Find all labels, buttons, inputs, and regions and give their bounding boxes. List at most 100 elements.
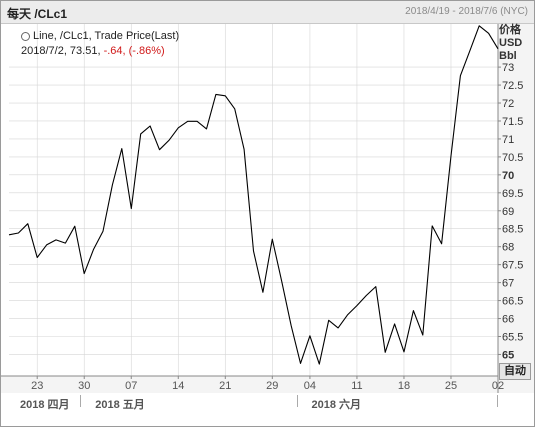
auto-scale-button[interactable]: 自动 [499, 363, 531, 380]
x-tick-label: 18 [398, 380, 410, 392]
price-point [375, 285, 377, 287]
y-tick-label: 71 [502, 134, 514, 146]
price-point [64, 242, 66, 244]
y-tick-label: 69.5 [502, 188, 523, 200]
date-range: 2018/4/19 - 2018/7/6 (NYC) [405, 6, 528, 17]
month-separator [497, 395, 498, 407]
x-tick-label: 21 [219, 380, 231, 392]
price-point [111, 184, 113, 186]
legend-change: -.64, (-.86%) [103, 45, 165, 57]
price-point [196, 120, 198, 122]
unit-label-price: 价格 [499, 24, 521, 36]
month-separator [80, 395, 82, 407]
price-point [168, 139, 170, 141]
y-tick-label: 66 [502, 314, 514, 326]
y-tick-label: 68 [502, 242, 514, 254]
x-tick-label: 25 [445, 380, 457, 392]
price-point [158, 149, 160, 151]
price-point [309, 335, 311, 337]
price-point [45, 244, 47, 246]
month-label: 2018 六月 [311, 399, 362, 411]
price-point [271, 238, 273, 240]
month-label: 2018 五月 [95, 399, 145, 411]
price-point [290, 324, 292, 326]
price-point [252, 250, 254, 252]
price-point [17, 232, 19, 234]
y-tick-label: 72 [502, 98, 514, 110]
price-point [393, 323, 395, 325]
price-point [422, 334, 424, 336]
unit-label-currency: USD [499, 37, 523, 49]
x-tick-label: 11 [351, 380, 362, 392]
price-point [233, 108, 235, 110]
price-point [215, 93, 217, 95]
price-point [186, 120, 188, 122]
price-chart[interactable]: 73 72.5 72 71.5 71 70.5 70 69.5 69 68.5 68 67.5 67 66… [1, 24, 534, 393]
price-point [262, 291, 264, 293]
legend-last-value: 2018/7/2, 73.51, [21, 45, 104, 57]
y-tick-label: 66.5 [502, 296, 523, 308]
y-tick-label: 65.5 [502, 331, 523, 343]
x-tick-label: 30 [78, 380, 90, 392]
price-point [337, 327, 339, 329]
y-tick-label: 67.5 [502, 260, 523, 272]
title-bar: 每天 /CLc1 2018/4/19 - 2018/7/6 (NYC) [1, 1, 534, 24]
x-axis-panel [1, 376, 498, 393]
price-point [299, 362, 301, 364]
price-point [346, 314, 348, 316]
price-series-line [8, 25, 499, 365]
price-point [139, 133, 141, 135]
price-point [365, 294, 367, 296]
y-tick-label: 71.5 [502, 116, 523, 128]
y-tick-label: 73 [502, 62, 514, 74]
legend-settings-icon[interactable] [21, 32, 30, 41]
price-point [459, 75, 461, 77]
x-tick-label: 04 [304, 380, 316, 392]
y-tick-label: 69 [502, 206, 514, 218]
chart-title: 每天 /CLc1 [7, 7, 68, 21]
y-tick-label: 70.5 [502, 152, 523, 164]
price-point [102, 230, 104, 232]
price-point [356, 304, 358, 306]
price-point [450, 155, 452, 157]
price-point [130, 207, 132, 209]
price-point [440, 243, 442, 245]
price-point [243, 148, 245, 150]
y-tick-label: 67 [502, 278, 514, 290]
price-point [205, 128, 207, 130]
x-tick-label: 07 [125, 380, 137, 392]
price-point [36, 256, 38, 258]
price-point [8, 234, 10, 236]
price-point [177, 127, 179, 129]
price-point [328, 319, 330, 321]
price-point [412, 309, 414, 311]
x-tick-label: 14 [172, 380, 184, 392]
price-point [121, 147, 123, 149]
price-point [74, 225, 76, 227]
price-point [478, 25, 480, 27]
x-tick-label: 29 [266, 380, 278, 392]
legend: Line, /CLc1, Trade Price(Last) 2018/7/2,… [21, 29, 179, 59]
month-label: 2018 四月 [20, 399, 70, 411]
price-point [224, 95, 226, 97]
legend-series-label: Line, /CLc1, Trade Price(Last) [33, 30, 180, 42]
price-point [487, 32, 489, 34]
price-point [92, 248, 94, 250]
y-tick-label: 72.5 [502, 80, 523, 92]
price-point [403, 351, 405, 353]
price-point [83, 272, 85, 274]
unit-label-barrel: Bbl [499, 50, 517, 62]
price-point [318, 363, 320, 365]
price-point [149, 125, 151, 127]
price-point [384, 351, 386, 353]
month-axis: 2018 四月 2018 五月 2018 六月 [2, 393, 533, 413]
price-point [27, 223, 29, 225]
month-separator [296, 395, 298, 407]
y-axis-panel [498, 24, 534, 393]
axis-unit: 价格 USD Bbl [499, 24, 533, 63]
price-point [431, 225, 433, 227]
y-tick-label: 68.5 [502, 224, 523, 236]
price-point [281, 280, 283, 282]
x-tick-label: 23 [31, 380, 43, 392]
